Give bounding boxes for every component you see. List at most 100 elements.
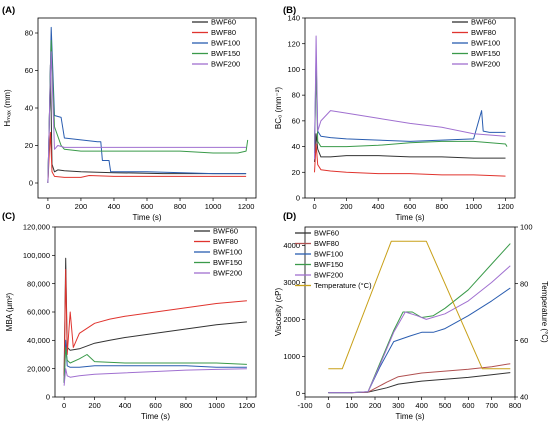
series-line-bwf80	[47, 131, 247, 184]
series-line-temperature-c	[328, 240, 511, 370]
series-line-bwf100	[63, 339, 247, 383]
y-axis-label: BC₀ (mm⁻²)	[274, 87, 283, 130]
legend-label: BWF80	[211, 28, 236, 37]
y-tick-label: 40,000	[27, 336, 50, 345]
y-axis-label: Viscosity (cP)	[274, 288, 283, 337]
x-tick-label: 200	[369, 401, 382, 410]
x-tick-label: 600	[149, 401, 162, 410]
x-tick-label: 1200	[497, 202, 514, 211]
legend-label: BWF100	[211, 39, 240, 48]
x-tick-label: 700	[485, 401, 498, 410]
panel-label: (A)	[2, 5, 15, 16]
x-tick-label: 600	[462, 401, 475, 410]
series-line-bwf80	[314, 143, 506, 177]
y-tick-label: 20	[292, 168, 300, 177]
x-tick-label: 100	[345, 401, 358, 410]
series-line-bwf60	[328, 372, 511, 394]
series-line-bwf60	[47, 64, 247, 184]
y-tick-label: 3000	[283, 278, 300, 287]
legend-label: BWF200	[314, 271, 343, 280]
panel-label: (B)	[283, 5, 296, 16]
y-tick-label: 80	[292, 91, 300, 100]
y-tick-label: 60,000	[27, 308, 50, 317]
legend-label: Temperature (°C)	[314, 281, 372, 290]
legend-label: BWF60	[471, 18, 496, 27]
x-tick-label: 200	[75, 202, 88, 211]
y-tick-label: 0	[46, 393, 50, 402]
x-tick-label: 800	[180, 401, 193, 410]
legend-label: BWF150	[213, 258, 242, 267]
chart-panel-1: (A) 0 200 400 600 800 1000 1200 0 20 40 60 80 Time (s…	[2, 5, 257, 222]
series-line-bwf80	[328, 363, 511, 394]
y-tick-label: 60	[25, 66, 33, 75]
x-tick-label: 0	[62, 401, 66, 410]
x-tick-label: 400	[372, 202, 385, 211]
legend-label: BWF150	[314, 260, 343, 269]
y-tick-label: 1000	[283, 352, 300, 361]
series-line-bwf200	[63, 368, 247, 386]
y-tick-label: 120,000	[23, 223, 50, 232]
x-tick-label: 400	[415, 401, 428, 410]
x-tick-label: 200	[88, 401, 101, 410]
y-tick-label: 120	[287, 39, 300, 48]
y2-axis-label: Temperature (°C)	[540, 281, 549, 343]
legend-label: BWF80	[213, 237, 238, 246]
legend-label: BWF60	[314, 229, 339, 238]
y-tick-label: 2000	[283, 315, 300, 324]
panel-label: (C)	[2, 211, 15, 222]
legend-label: BWF200	[211, 60, 240, 69]
y-tick-label: 20	[25, 141, 33, 150]
legend-label: BWF100	[213, 248, 242, 257]
x-tick-label: 500	[439, 401, 452, 410]
y-tick-label: 0	[296, 194, 300, 203]
legend-label: BWF150	[471, 49, 500, 58]
x-tick-label: 800	[436, 202, 449, 211]
y-tick-label: 0	[29, 179, 33, 188]
y-tick-label: 80,000	[27, 279, 50, 288]
x-tick-label: 0	[312, 202, 316, 211]
chart-panel-2: (B) 0 200 400 600 800 1000 1200 0 20 40 60 80 100 120 1…	[274, 5, 516, 222]
series-line-bwf150	[63, 346, 247, 383]
series-line-bwf200	[328, 265, 511, 394]
y-tick-label: 80	[25, 29, 33, 38]
y-tick-label: 100,000	[23, 251, 50, 260]
y-tick-label: 20,000	[27, 364, 50, 373]
y-tick-label: 4000	[283, 241, 300, 250]
x-tick-label: 300	[392, 401, 405, 410]
y2-tick-label: 40	[520, 393, 528, 402]
y2-tick-label: 100	[520, 223, 533, 232]
series-line-bwf200	[47, 51, 247, 184]
series-line-bwf200	[314, 35, 506, 160]
x-axis-label: Time (s)	[132, 213, 161, 222]
y2-tick-label: 80	[520, 279, 528, 288]
x-tick-label: 1200	[239, 401, 256, 410]
y-tick-label: 40	[292, 142, 300, 151]
series-line-bwf150	[314, 68, 508, 154]
legend-label: BWF80	[314, 239, 339, 248]
y-tick-label: 140	[287, 14, 300, 23]
legend-label: BWF100	[471, 39, 500, 48]
y-tick-label: 0	[296, 389, 300, 398]
x-tick-label: 1000	[208, 401, 225, 410]
series-line-bwf100	[314, 56, 506, 147]
x-tick-label: 0	[326, 401, 330, 410]
y2-tick-label: 60	[520, 336, 528, 345]
series-line-bwf60	[314, 133, 506, 163]
legend-label: BWF80	[471, 28, 496, 37]
y-tick-label: 100	[287, 65, 300, 74]
y-tick-label: 60	[292, 116, 300, 125]
x-tick-label: 400	[119, 401, 132, 410]
x-axis-label: Time (s)	[141, 412, 170, 421]
x-tick-label: 600	[141, 202, 154, 211]
x-axis-label: Time (s)	[395, 213, 424, 222]
x-tick-label: 800	[174, 202, 187, 211]
x-tick-label: 400	[108, 202, 121, 211]
x-tick-label: 1000	[205, 202, 222, 211]
x-tick-label: 600	[404, 202, 417, 211]
y-axis-label: Hₘₐₓ (mm)	[3, 89, 12, 127]
x-tick-label: -100	[297, 401, 312, 410]
legend-label: BWF200	[213, 269, 242, 278]
series-line-bwf80	[63, 269, 247, 383]
legend-label: BWF200	[471, 60, 500, 69]
